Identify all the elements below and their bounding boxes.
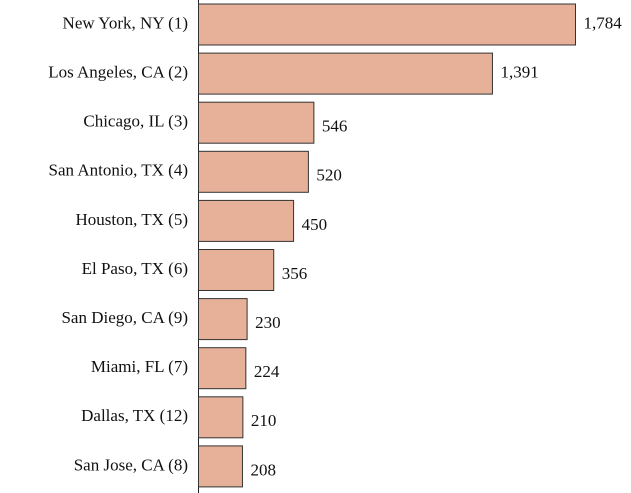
category-label: Chicago, IL (3) [83, 112, 188, 131]
category-label: New York, NY (1) [63, 13, 188, 32]
bar [198, 298, 248, 341]
bar [198, 347, 247, 390]
category-label: San Jose, CA (8) [74, 455, 188, 474]
bar [198, 101, 315, 144]
bar [198, 445, 243, 488]
category-label: Los Angeles, CA (2) [48, 63, 188, 82]
value-label: 224 [254, 362, 280, 381]
category-label: El Paso, TX (6) [82, 259, 188, 278]
bar [198, 249, 275, 291]
category-label: Miami, FL (7) [91, 357, 188, 376]
category-label: Houston, TX (5) [75, 210, 188, 229]
value-label: 208 [250, 460, 275, 479]
category-label: San Antonio, TX (4) [49, 161, 188, 180]
value-label: 230 [255, 313, 280, 332]
category-label: San Diego, CA (9) [61, 308, 188, 327]
bar [198, 3, 576, 46]
value-label: 450 [302, 215, 328, 234]
value-label: 520 [316, 166, 342, 185]
value-label: 546 [322, 117, 348, 136]
bar [198, 396, 244, 439]
value-label: 210 [251, 411, 277, 430]
bar [198, 150, 309, 193]
value-label: 1,784 [584, 13, 623, 32]
value-label: 356 [282, 264, 308, 283]
value-label: 1,391 [500, 63, 538, 82]
bar [198, 52, 493, 95]
category-label: Dallas, TX (12) [81, 406, 188, 425]
bar [198, 199, 295, 242]
